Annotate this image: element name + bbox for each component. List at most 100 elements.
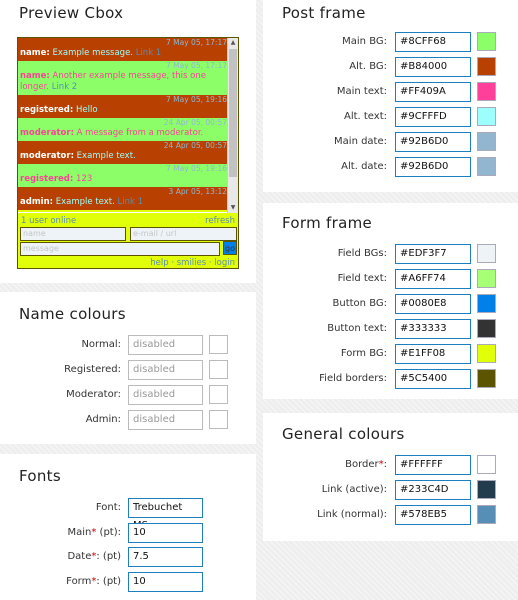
- general-colours-color-swatch[interactable]: [477, 505, 496, 524]
- scroll-down-icon[interactable]: ▼: [230, 204, 236, 211]
- post-frame-hex-input[interactable]: #9CFFFD: [395, 107, 471, 127]
- post-frame-hex-input[interactable]: #8CFF68: [395, 32, 471, 52]
- post-frame-color-swatch[interactable]: [477, 32, 496, 51]
- name-colours-title: Name colours: [19, 305, 126, 323]
- message-author: registered:: [20, 105, 74, 115]
- refresh-link[interactable]: refresh: [205, 216, 235, 226]
- form-frame-color-swatch[interactable]: [477, 344, 496, 363]
- message-link[interactable]: Link 1: [117, 197, 144, 207]
- message-date: 7 May 05, 19:16: [166, 164, 227, 173]
- go-button[interactable]: go: [223, 241, 237, 255]
- message-author: name:: [20, 71, 50, 81]
- name-colour-input[interactable]: disabled: [128, 410, 203, 430]
- post-frame-label: Alt. date:: [341, 161, 387, 172]
- general-colours-label: Link (normal):: [317, 509, 387, 520]
- post-frame-panel: Post frame Main BG: #8CFF68 Alt. BG: #B8400…: [263, 0, 518, 192]
- email-url-field[interactable]: e-mail / url: [130, 227, 237, 241]
- post-frame-label: Main date:: [334, 136, 387, 147]
- post-frame-hex-input[interactable]: #92B6D0: [395, 157, 471, 177]
- general-colours-hex-input[interactable]: #233C4D: [395, 480, 471, 500]
- form-frame-hex-input[interactable]: #333333: [395, 319, 471, 339]
- form-frame-row: Button BG: #0080E8: [263, 294, 518, 314]
- form-size-input[interactable]: 10: [128, 572, 203, 592]
- general-colours-color-swatch[interactable]: [477, 480, 496, 499]
- message-date: 7 May 05, 17:17: [166, 38, 227, 47]
- footer-links[interactable]: help · smilies · login: [150, 258, 235, 268]
- scroll-up-icon[interactable]: ▲: [230, 39, 236, 46]
- post-frame-color-swatch[interactable]: [477, 107, 496, 126]
- general-colours-color-swatch[interactable]: [477, 455, 496, 474]
- message-text: 123: [73, 174, 93, 184]
- main-size-input[interactable]: 10: [128, 523, 203, 543]
- cbox-message-list[interactable]: 7 May 05, 17:17 name: Example message. Li…: [18, 38, 229, 213]
- post-frame-hex-input[interactable]: #FF409A: [395, 82, 471, 102]
- message-date: 7 May 05, 17:17: [166, 61, 227, 70]
- form-frame-color-swatch[interactable]: [477, 244, 496, 263]
- message-text: A message from a moderator.: [73, 128, 204, 138]
- post-frame-title: Post frame: [282, 4, 366, 22]
- form-frame-row: Field borders: #5C5400: [263, 369, 518, 389]
- name-field[interactable]: name: [20, 227, 126, 241]
- message-text: Example message.: [49, 48, 136, 58]
- form-frame-color-swatch[interactable]: [477, 269, 496, 288]
- name-colour-input[interactable]: disabled: [128, 360, 203, 380]
- post-frame-hex-input[interactable]: #92B6D0: [395, 132, 471, 152]
- message-link[interactable]: Link 1: [135, 48, 162, 58]
- font-label: Font:: [95, 502, 121, 513]
- form-frame-color-swatch[interactable]: [477, 369, 496, 388]
- form-frame-row: Button text: #333333: [263, 319, 518, 339]
- name-colour-swatch[interactable]: [209, 335, 228, 354]
- post-frame-row: Main text: #FF409A: [263, 82, 518, 102]
- post-frame-label: Main text:: [336, 86, 387, 97]
- cbox-message: 24 Apr 05, 00:57 moderator: Example text.: [18, 141, 229, 164]
- message-author: name:: [20, 48, 50, 58]
- form-frame-label: Form BG:: [340, 348, 387, 359]
- fonts-title: Fonts: [19, 467, 61, 485]
- form-frame-color-swatch[interactable]: [477, 294, 496, 313]
- general-colours-row: Border*: #FFFFFF: [263, 455, 518, 475]
- message-text: Example text.: [73, 151, 136, 161]
- form-frame-hex-input[interactable]: #A6FF74: [395, 269, 471, 289]
- cbox-message: 7 May 05, 19:16 registered: 123: [18, 164, 229, 187]
- cbox-scrollbar[interactable]: ▲ ▼: [227, 38, 238, 213]
- general-colours-hex-input[interactable]: #578EB5: [395, 505, 471, 525]
- font-input[interactable]: Trebuchet MS: [128, 498, 203, 531]
- message-date: 3 Apr 05, 13:12: [168, 187, 227, 196]
- name-colour-label: Moderator:: [66, 389, 121, 400]
- cbox-message: 3 Apr 05, 13:12 admin: Example text. Link…: [18, 187, 229, 210]
- message-author: admin:: [20, 197, 54, 207]
- post-frame-color-swatch[interactable]: [477, 157, 496, 176]
- post-frame-color-swatch[interactable]: [477, 132, 496, 151]
- name-colour-swatch[interactable]: [209, 385, 228, 404]
- date-size-input[interactable]: 7.5: [128, 547, 203, 567]
- name-colour-input[interactable]: disabled: [128, 385, 203, 405]
- users-online: 1 user online: [21, 216, 77, 226]
- message-text: Another example message, this one longer…: [20, 71, 206, 92]
- message-field[interactable]: message: [20, 242, 220, 256]
- post-frame-color-swatch[interactable]: [477, 82, 496, 101]
- form-frame-label: Button text:: [327, 323, 387, 334]
- form-frame-row: Field BGs: #EDF3F7: [263, 244, 518, 264]
- form-frame-color-swatch[interactable]: [477, 319, 496, 338]
- name-colour-input[interactable]: disabled: [128, 335, 203, 355]
- post-frame-label: Main BG:: [342, 36, 387, 47]
- form-frame-hex-input[interactable]: #0080E8: [395, 294, 471, 314]
- form-frame-hex-input[interactable]: #EDF3F7: [395, 244, 471, 264]
- post-frame-color-swatch[interactable]: [477, 57, 496, 76]
- cbox-preview: 7 May 05, 17:17 name: Example message. Li…: [17, 37, 239, 269]
- name-colour-swatch[interactable]: [209, 360, 228, 379]
- message-link[interactable]: Link 2: [51, 82, 78, 92]
- form-frame-hex-input[interactable]: #5C5400: [395, 369, 471, 389]
- message-date: 24 Apr 05, 00:57: [163, 118, 227, 127]
- message-text: Example text.: [53, 197, 118, 207]
- message-date: 7 May 05, 19:16: [166, 95, 227, 104]
- general-colours-hex-input[interactable]: #FFFFFF: [395, 455, 471, 475]
- post-frame-hex-input[interactable]: #B84000: [395, 57, 471, 77]
- name-colour-swatch[interactable]: [209, 410, 228, 429]
- form-frame-label: Field BGs:: [337, 248, 387, 259]
- scroll-thumb[interactable]: [229, 49, 237, 177]
- cbox-message: 7 May 05, 17:17 name: Example message. Li…: [18, 38, 229, 61]
- preview-panel: Preview Cbox 7 May 05, 17:17 name: Exampl…: [0, 0, 256, 283]
- general-colours-title: General colours: [282, 425, 405, 443]
- form-frame-hex-input[interactable]: #E1FF08: [395, 344, 471, 364]
